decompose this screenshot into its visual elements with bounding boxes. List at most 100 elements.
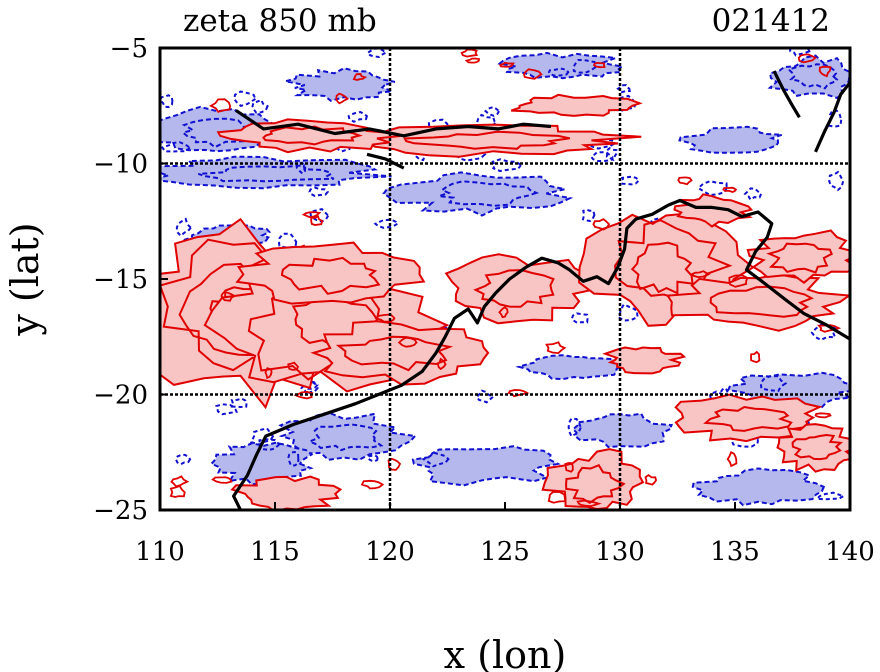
positive-contour-2-1 — [280, 256, 381, 295]
x-tick-label-115: 115 — [250, 537, 300, 567]
negative-speckle-35 — [251, 98, 269, 114]
positive-speckle-8 — [464, 57, 481, 64]
negative-speckle-15 — [421, 451, 450, 468]
negative-speckle-59 — [175, 217, 193, 238]
negative-speckle-44 — [230, 397, 248, 409]
negative-speckle-5 — [484, 106, 501, 117]
coastline-segment-4 — [366, 152, 405, 170]
negative-speckle-17 — [828, 170, 845, 192]
positive-speckle-29 — [726, 451, 738, 468]
negative-speckle-21 — [160, 94, 174, 109]
x-tick-label-120: 120 — [365, 537, 415, 567]
positive-speckle-2 — [335, 92, 350, 105]
negative-speckle-42 — [572, 58, 597, 74]
positive-speckle-0 — [750, 350, 761, 364]
x-tick-label-140: 140 — [825, 537, 875, 567]
positive-region-10 — [510, 93, 643, 117]
positive-speckle-35 — [209, 98, 232, 113]
positive-contour-12-1 — [791, 433, 843, 461]
negative-vorticity-contours — [160, 48, 850, 507]
positive-contour-11-1 — [703, 405, 793, 432]
positive-speckle-34 — [170, 475, 190, 488]
positive-speckle-24 — [814, 412, 832, 419]
y-tick-label--5: −5 — [110, 34, 148, 64]
negative-region-4 — [497, 51, 624, 80]
negative-speckle-43 — [814, 491, 846, 501]
positive-speckle-38 — [797, 53, 818, 64]
positive-speckle-15 — [722, 186, 738, 193]
y-tick-label--20: −20 — [93, 381, 148, 411]
coastline — [232, 70, 850, 510]
positive-region-2 — [235, 241, 426, 305]
coastline-segment-3 — [235, 109, 552, 138]
negative-region-0 — [160, 155, 392, 190]
x-tick-label-130: 130 — [595, 537, 645, 567]
positive-speckle-25 — [397, 336, 418, 348]
positive-contour-3-1 — [335, 335, 454, 372]
negative-speckle-38 — [759, 375, 788, 392]
positive-speckle-3 — [564, 462, 574, 473]
negative-speckle-47 — [547, 67, 570, 77]
negative-speckle-14 — [586, 138, 615, 150]
negative-speckle-41 — [475, 389, 495, 404]
negative-speckle-62 — [620, 175, 640, 186]
negative-region-9 — [411, 445, 561, 487]
negative-speckle-61 — [590, 151, 614, 163]
negative-region-13 — [515, 354, 624, 381]
y-tick-label--25: −25 — [93, 496, 148, 526]
negative-speckle-1 — [287, 450, 300, 467]
positive-speckle-21 — [690, 270, 711, 279]
positive-speckle-37 — [498, 61, 515, 68]
x-tick-label-110: 110 — [135, 537, 185, 567]
positive-speckle-14 — [498, 306, 509, 319]
positive-region-16 — [673, 193, 754, 228]
x-axis-label: x (lon) — [444, 633, 567, 672]
positive-speckle-31 — [460, 48, 479, 58]
y-tick-label--15: −15 — [93, 265, 148, 295]
negative-speckle-51 — [249, 427, 275, 446]
positive-speckle-12 — [592, 218, 611, 231]
positive-speckle-30 — [293, 390, 314, 400]
positive-speckle-20 — [545, 341, 567, 355]
x-tick-label-125: 125 — [480, 537, 530, 567]
negative-speckle-63 — [696, 180, 728, 197]
negative-speckle-11 — [567, 417, 582, 438]
positive-speckle-23 — [287, 361, 300, 371]
negative-speckle-32 — [617, 303, 639, 322]
coastline-segment-0 — [232, 198, 850, 510]
negative-speckle-66 — [810, 323, 837, 342]
positive-speckle-16 — [310, 215, 324, 226]
negative-speckle-56 — [277, 232, 298, 249]
negative-speckle-57 — [347, 110, 369, 123]
positive-region-12 — [776, 423, 850, 473]
positive-speckle-26 — [352, 73, 368, 81]
positive-speckle-10 — [360, 479, 385, 490]
chart-title-left: zeta 850 mb — [183, 3, 377, 39]
positive-speckle-22 — [211, 476, 233, 484]
y-tick-label--10: −10 — [93, 150, 148, 180]
positive-contour-13-1 — [565, 463, 626, 504]
negative-speckle-27 — [570, 312, 589, 324]
negative-speckle-53 — [366, 454, 379, 463]
negative-speckle-24 — [373, 218, 399, 229]
positive-contour-7-1 — [766, 242, 833, 274]
positive-speckle-39 — [374, 313, 396, 323]
negative-speckle-7 — [308, 186, 330, 198]
positive-region-14 — [230, 475, 343, 510]
negative-region-7 — [278, 411, 418, 461]
positive-region-7 — [746, 229, 850, 284]
x-axis-ticks: 110 115 120 125 130 135 140 — [135, 502, 875, 567]
positive-speckle-19 — [220, 290, 237, 302]
positive-speckle-17 — [728, 274, 749, 288]
y-axis-label: y (lat) — [3, 222, 47, 336]
negative-region-10 — [571, 412, 673, 449]
negative-contour-3-1 — [438, 180, 540, 207]
positive-contour-5-2 — [630, 241, 694, 295]
positive-speckle-32 — [301, 211, 322, 219]
negative-contour-0-1 — [198, 164, 335, 183]
positive-speckle-27 — [644, 473, 658, 486]
negative-speckle-49 — [491, 158, 523, 173]
negative-contour-1-1 — [181, 117, 263, 149]
x-tick-label-135: 135 — [710, 537, 760, 567]
